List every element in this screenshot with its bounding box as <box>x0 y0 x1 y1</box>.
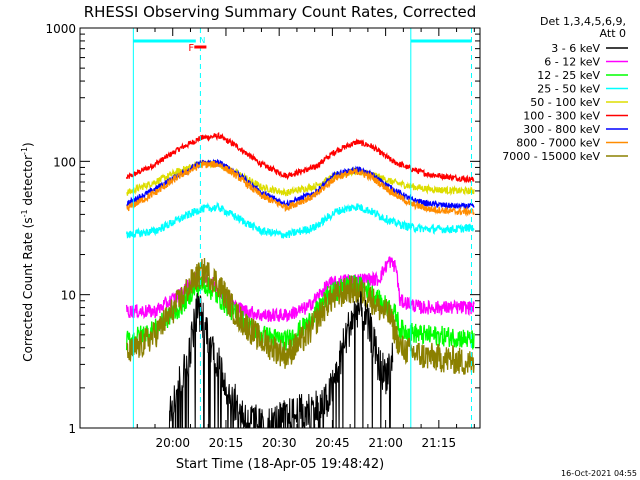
series-group <box>125 131 475 428</box>
legend-label: 3 - 6 keV <box>551 42 600 55</box>
x-tick-label: 20:30 <box>262 436 297 450</box>
legend-label: 7000 - 15000 keV <box>502 150 600 163</box>
y-tick-label: 1000 <box>45 22 76 36</box>
legend-label: 12 - 25 keV <box>537 69 600 82</box>
series-line-25-50-kev <box>125 201 475 239</box>
timestamp: 16-Oct-2021 04:55 <box>561 469 637 478</box>
plot-area: FN 1 10 100 1000 20:00 20:15 20:30 20:45 21:00 21:… <box>45 22 481 450</box>
legend-label: 800 - 7000 keV <box>516 137 600 150</box>
flag-f-label: F <box>188 43 194 54</box>
series-line-100-300-kev <box>125 131 475 184</box>
series-line-50-100-kev <box>126 159 475 197</box>
x-tick-label: 20:45 <box>315 436 350 450</box>
y-axis-label: Corrected Count Rate (s-1 detector-1) <box>20 142 35 361</box>
chart-title: RHESSI Observing Summary Count Rates, Co… <box>84 3 477 21</box>
series-line-3-6-kev <box>168 291 394 428</box>
y-tick-label: 100 <box>53 155 76 169</box>
legend-header: Att 0 <box>600 27 626 40</box>
legend-header: Det 1,3,4,5,6,9, <box>540 15 626 28</box>
legend-label: 50 - 100 keV <box>530 96 600 109</box>
series-line-800-7000-kev <box>126 160 475 218</box>
legend-label: 6 - 12 keV <box>544 56 600 69</box>
y-tick-label: 1 <box>68 422 76 436</box>
x-tick-label: 21:15 <box>422 436 457 450</box>
legend-label: 300 - 800 keV <box>523 123 600 136</box>
x-tick-label: 20:15 <box>209 436 244 450</box>
series-line-7000-15000-kev <box>126 257 475 375</box>
flag-n-label: N <box>199 36 205 45</box>
x-tick-label: 20:00 <box>155 436 190 450</box>
y-tick-label: 10 <box>61 289 76 303</box>
legend-label: 25 - 50 keV <box>537 83 600 96</box>
x-tick-label: 21:00 <box>368 436 403 450</box>
legend-label: 100 - 300 keV <box>523 110 600 123</box>
x-axis-label: Start Time (18-Apr-05 19:48:42) <box>176 457 384 472</box>
plot-frame <box>79 27 481 429</box>
